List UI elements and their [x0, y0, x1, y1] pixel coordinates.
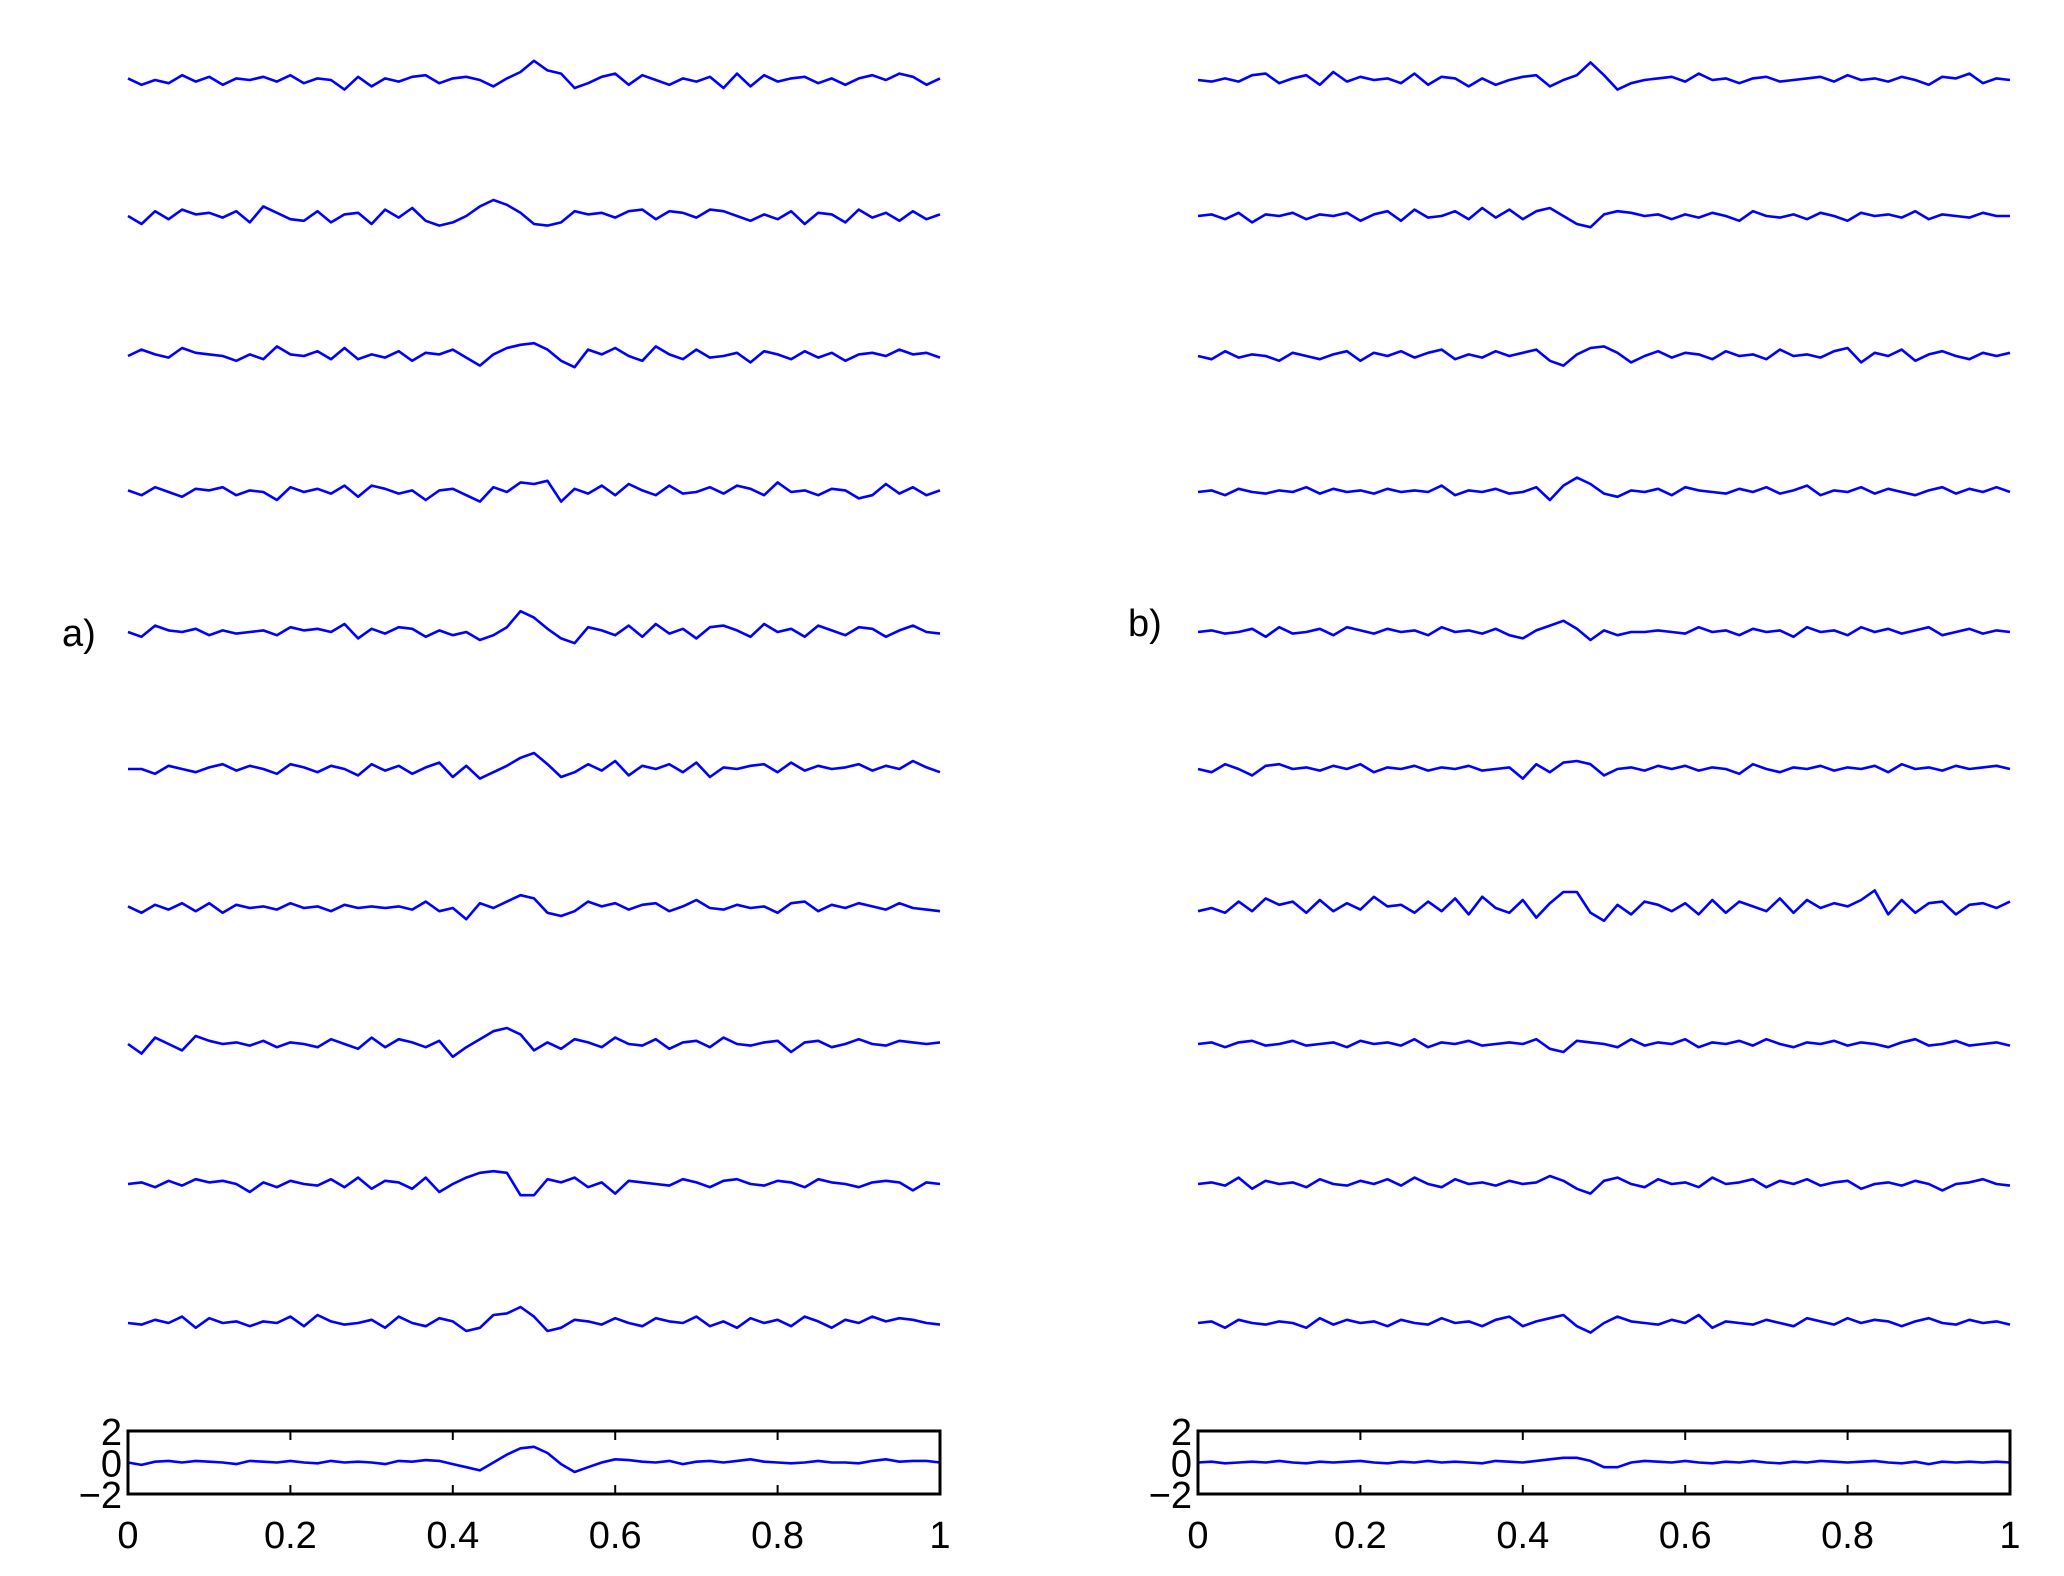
trace-line-3 — [1197, 345, 2011, 367]
x-tick-label: 1 — [929, 1515, 950, 1557]
x-tick-label: 0.8 — [751, 1515, 804, 1557]
y-tick-label: −2 — [79, 1475, 122, 1517]
trace-line-2 — [127, 198, 941, 227]
trace-line-3 — [127, 341, 941, 369]
trace-line-4 — [1197, 476, 2011, 502]
x-tick-label: 0.6 — [589, 1515, 642, 1557]
trace-line-9 — [1197, 1174, 2011, 1195]
trace-line-7 — [1197, 889, 2011, 923]
x-tick-label: 0.2 — [1334, 1515, 1387, 1557]
x-tick-label: 0.4 — [1496, 1515, 1549, 1557]
trace-line-1 — [127, 59, 941, 91]
average-line — [127, 1445, 941, 1474]
x-tick-label: 0.6 — [1659, 1515, 1712, 1557]
trace-line-8 — [127, 1026, 941, 1059]
panel-label-a: a) — [62, 613, 96, 655]
trace-line-2 — [1197, 206, 2010, 229]
trace-line-9 — [127, 1169, 941, 1197]
y-tick-label: 0 — [101, 1444, 122, 1486]
trace-line-6 — [128, 751, 941, 780]
trace-line-6 — [1197, 759, 2011, 780]
panel-b: 0 0.2 0.4 0.6 0.8 120−2 — [1149, 61, 2021, 1557]
average-line — [1197, 1456, 2011, 1469]
trace-line-7 — [127, 893, 941, 921]
trace-line-10 — [1197, 1313, 2011, 1334]
axes-box — [1196, 1429, 2012, 1496]
panel-label-b: b) — [1128, 603, 1162, 645]
y-tick-label: 0 — [1171, 1444, 1192, 1486]
trace-line-8 — [1197, 1037, 2011, 1054]
trace-line-4 — [127, 479, 941, 503]
x-tick-label: 0 — [117, 1515, 138, 1557]
x-tick-label: 0.2 — [264, 1515, 317, 1557]
x-tick-label: 0.8 — [1821, 1515, 1874, 1557]
trace-line-1 — [1197, 61, 2011, 91]
y-tick-label: −2 — [1149, 1475, 1192, 1517]
axes-box — [126, 1429, 942, 1496]
trace-line-10 — [127, 1305, 941, 1333]
x-tick-label: 0.4 — [426, 1515, 479, 1557]
y-tick-label: 2 — [1171, 1412, 1192, 1454]
trace-line-5 — [127, 609, 941, 645]
x-tick-label: 0 — [1187, 1515, 1208, 1557]
y-tick-label: 2 — [101, 1412, 122, 1454]
trace-line-5 — [1197, 619, 2011, 642]
panel-a: 0 0.2 0.4 0.6 0.8 120−2 — [79, 59, 951, 1557]
x-tick-label: 1 — [1999, 1515, 2020, 1557]
